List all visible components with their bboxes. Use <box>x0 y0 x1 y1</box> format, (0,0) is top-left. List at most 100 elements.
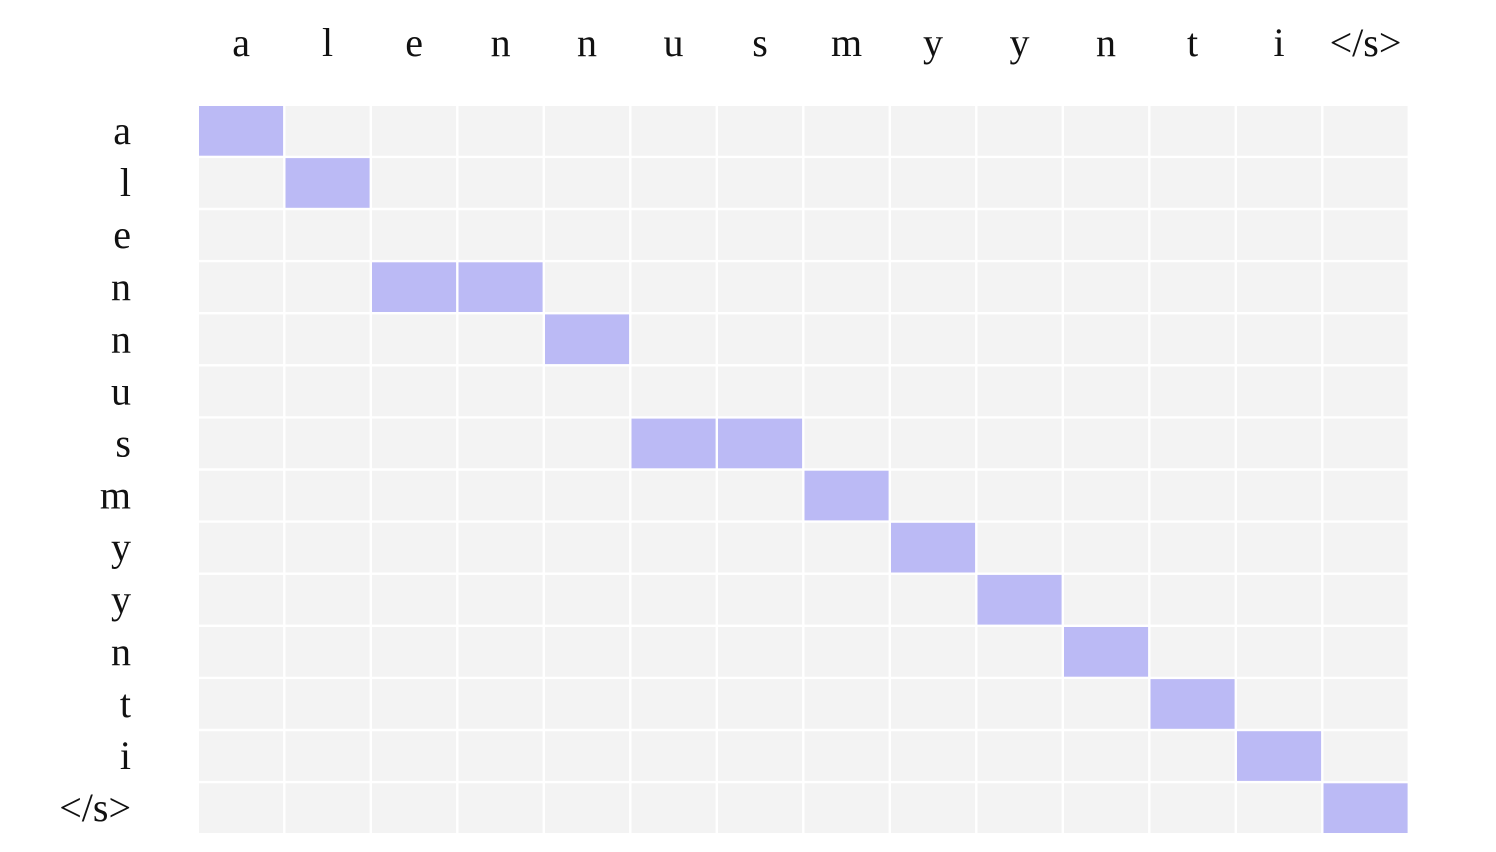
heatmap-cell <box>1323 314 1408 365</box>
heatmap-cell <box>545 574 630 625</box>
heatmap-cell <box>631 366 716 417</box>
heatmap-cell-active <box>891 522 976 573</box>
heatmap-cell <box>1237 210 1322 260</box>
heatmap-cell <box>1237 783 1322 833</box>
heatmap-cell <box>545 731 630 781</box>
heatmap-cell <box>285 731 370 781</box>
heatmap-cell <box>891 418 976 469</box>
heatmap-cell <box>285 574 370 625</box>
heatmap-cell <box>1237 522 1322 573</box>
column-label: n <box>1096 20 1116 65</box>
heatmap-cell <box>199 783 284 833</box>
heatmap-cell <box>372 418 457 469</box>
heatmap-cell <box>718 679 803 729</box>
heatmap-cell <box>631 627 716 677</box>
heatmap-cell <box>1150 210 1235 260</box>
heatmap-cell <box>545 158 630 208</box>
heatmap-cell <box>1064 314 1149 365</box>
heatmap-cell <box>1237 158 1322 208</box>
heatmap-cell <box>458 106 543 156</box>
heatmap-cell <box>1150 522 1235 573</box>
heatmap-cell <box>285 627 370 677</box>
heatmap-cell <box>1323 418 1408 469</box>
heatmap-cell <box>977 679 1062 729</box>
heatmap-cell <box>977 418 1062 469</box>
heatmap-cell <box>1237 627 1322 677</box>
row-label: y <box>111 577 131 622</box>
heatmap-cell <box>718 366 803 417</box>
heatmap-cell <box>718 158 803 208</box>
heatmap-cell <box>199 262 284 312</box>
heatmap-cell <box>458 679 543 729</box>
heatmap-cell <box>1150 783 1235 833</box>
heatmap-cell <box>1064 366 1149 417</box>
heatmap-cell <box>977 731 1062 781</box>
heatmap-cell <box>545 679 630 729</box>
heatmap-cell <box>891 627 976 677</box>
heatmap-cell <box>718 106 803 156</box>
heatmap-cell <box>545 366 630 417</box>
heatmap-cell <box>199 314 284 365</box>
heatmap-cell <box>285 314 370 365</box>
heatmap-cell <box>1150 314 1235 365</box>
heatmap-cell-active <box>458 262 543 312</box>
heatmap-cell <box>891 679 976 729</box>
row-label: n <box>111 629 131 674</box>
heatmap-cell <box>1237 106 1322 156</box>
heatmap-cell <box>804 210 889 260</box>
heatmap-cell <box>977 627 1062 677</box>
heatmap-cell <box>804 627 889 677</box>
heatmap-cell <box>1064 106 1149 156</box>
heatmap-cell <box>1150 106 1235 156</box>
heatmap-cell <box>631 574 716 625</box>
heatmap-cell <box>458 418 543 469</box>
heatmap-cell <box>977 106 1062 156</box>
heatmap-cell <box>285 522 370 573</box>
heatmap-cell <box>631 522 716 573</box>
heatmap-cell <box>372 366 457 417</box>
heatmap-cell <box>372 470 457 521</box>
heatmap-cell <box>458 522 543 573</box>
heatmap-cell-active <box>199 106 284 156</box>
heatmap-cell <box>458 314 543 365</box>
heatmap-cell <box>1323 627 1408 677</box>
row-label: a <box>113 108 131 153</box>
heatmap-cell <box>1150 627 1235 677</box>
heatmap-cell <box>1150 470 1235 521</box>
heatmap-cell-active <box>977 574 1062 625</box>
heatmap-cell-active <box>1150 679 1235 729</box>
heatmap-cell <box>285 262 370 312</box>
row-label: t <box>120 681 131 726</box>
heatmap-cell <box>891 731 976 781</box>
heatmap-cell <box>891 314 976 365</box>
heatmap-cell <box>804 418 889 469</box>
heatmap-cell <box>372 731 457 781</box>
heatmap-cell <box>1237 418 1322 469</box>
column-labels: a l e n n u s m y y n t i </s> <box>232 20 1401 65</box>
heatmap-cell <box>804 106 889 156</box>
heatmap-cell <box>718 627 803 677</box>
heatmap-cell <box>631 783 716 833</box>
column-label: m <box>831 20 862 65</box>
row-label: l <box>120 160 131 205</box>
heatmap-cell <box>977 783 1062 833</box>
heatmap-cell <box>804 522 889 573</box>
heatmap-cell <box>804 574 889 625</box>
heatmap-cell <box>1237 314 1322 365</box>
heatmap-cell <box>285 418 370 469</box>
column-label: y <box>1010 20 1030 65</box>
heatmap-cell-active <box>285 158 370 208</box>
heatmap-cell <box>977 210 1062 260</box>
heatmap-cell <box>372 627 457 677</box>
heatmap-cell <box>631 210 716 260</box>
heatmap-cell <box>1237 262 1322 312</box>
heatmap-cell <box>977 470 1062 521</box>
column-label: n <box>577 20 597 65</box>
heatmap-cell <box>1323 731 1408 781</box>
heatmap-cell <box>718 731 803 781</box>
row-label: n <box>111 316 131 361</box>
column-label: t <box>1187 20 1198 65</box>
heatmap-cell <box>372 106 457 156</box>
